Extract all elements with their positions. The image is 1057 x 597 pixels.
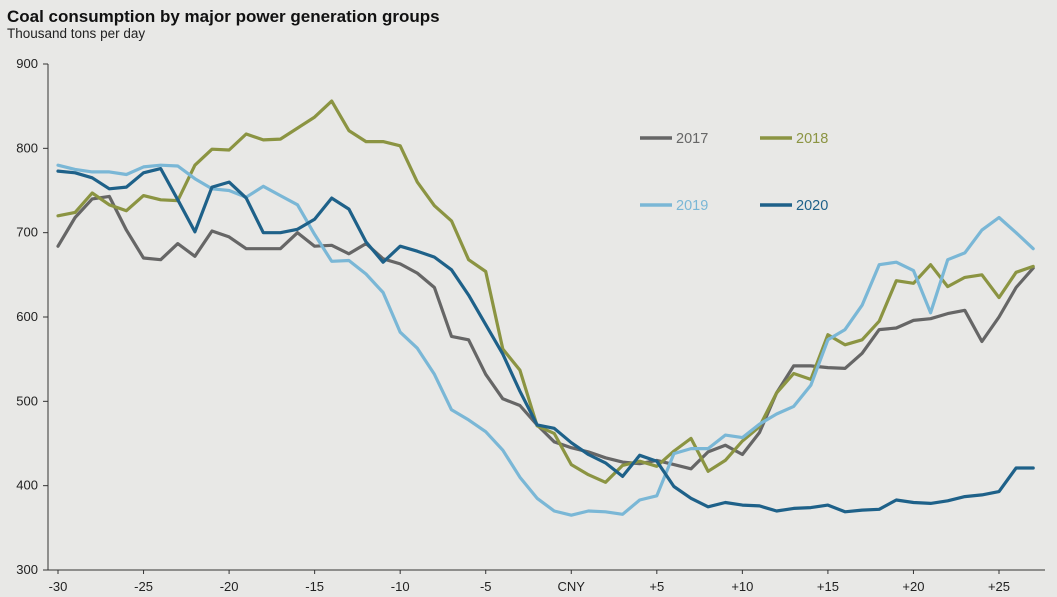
legend-label-2020: 2020 <box>796 198 828 214</box>
x-tick-label: -30 <box>49 579 68 594</box>
legend-label-2018: 2018 <box>796 131 828 147</box>
x-tick-label: CNY <box>558 579 586 594</box>
y-tick-label: 600 <box>16 309 38 324</box>
series-line-2017 <box>56 194 1035 471</box>
x-tick-label: +20 <box>902 579 924 594</box>
x-tick-label: -20 <box>220 579 239 594</box>
x-tick-label: -25 <box>134 579 153 594</box>
y-tick-label: 300 <box>16 562 38 577</box>
x-tick-label: -5 <box>480 579 492 594</box>
y-tick-label: 500 <box>16 393 38 408</box>
legend-label-2017: 2017 <box>676 131 708 147</box>
series-line-2020 <box>56 167 1035 514</box>
y-tick-label: 800 <box>16 140 38 155</box>
y-tick-label: 400 <box>16 478 38 493</box>
y-tick-label: 700 <box>16 225 38 240</box>
series-line-2018 <box>56 99 1035 484</box>
x-tick-label: +5 <box>649 579 664 594</box>
chart-subtitle: Thousand tons per day <box>7 26 146 41</box>
series-line-2019 <box>56 163 1035 517</box>
legend-label-2019: 2019 <box>676 198 708 214</box>
x-tick-label: -10 <box>391 579 410 594</box>
x-tick-label: +25 <box>988 579 1010 594</box>
chart-title: Coal consumption by major power generati… <box>7 7 440 26</box>
x-tick-label: +15 <box>817 579 839 594</box>
x-tick-label: -15 <box>305 579 324 594</box>
y-tick-label: 900 <box>16 56 38 71</box>
x-tick-label: +10 <box>731 579 753 594</box>
